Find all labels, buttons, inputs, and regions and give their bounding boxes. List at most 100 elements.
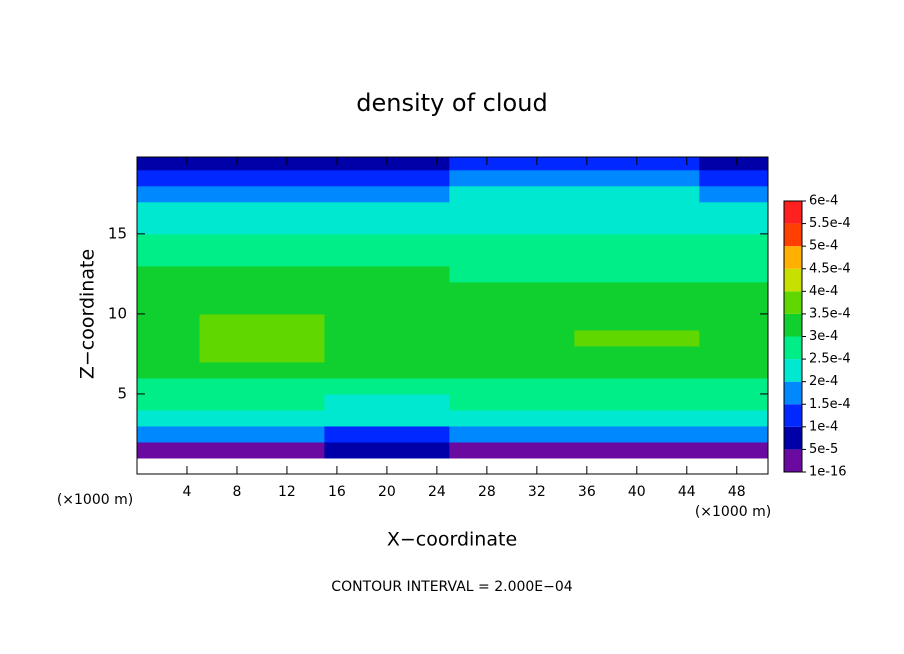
contour-cell bbox=[699, 157, 768, 171]
contour-cell bbox=[137, 313, 200, 331]
contour-cell bbox=[324, 457, 450, 474]
contour-cell bbox=[199, 201, 325, 219]
contour-cell bbox=[699, 409, 768, 427]
contour-cell bbox=[199, 441, 325, 459]
contour-cell bbox=[324, 377, 450, 395]
y-tick-label: 5 bbox=[117, 384, 127, 402]
contour-cell bbox=[699, 201, 768, 219]
contour-cell bbox=[324, 265, 450, 283]
x-tick-label: 16 bbox=[328, 484, 346, 500]
contour-cell bbox=[137, 345, 200, 363]
colorbar-label: 3.5e-4 bbox=[809, 306, 851, 321]
contour-cell bbox=[699, 265, 768, 283]
contour-cell bbox=[137, 441, 200, 459]
x-tick-label: 24 bbox=[428, 484, 446, 500]
contour-cell bbox=[574, 233, 700, 251]
contour-cell bbox=[137, 409, 200, 427]
contour-cell bbox=[574, 393, 700, 411]
contour-cell bbox=[449, 157, 575, 171]
colorbar-band bbox=[784, 246, 802, 269]
colorbar-band bbox=[784, 313, 802, 337]
colorbar-label: 2.5e-4 bbox=[809, 352, 851, 367]
y-tick-label: 10 bbox=[108, 304, 127, 322]
contour-cell bbox=[199, 393, 325, 411]
contour-cell bbox=[324, 249, 450, 267]
colorbar-band bbox=[784, 404, 802, 427]
contour-cell bbox=[699, 361, 768, 379]
contour-cell bbox=[324, 329, 450, 347]
contour-cell bbox=[574, 265, 700, 283]
contour-cell bbox=[449, 201, 575, 219]
contour-cell bbox=[574, 409, 700, 427]
contour-cell bbox=[574, 217, 700, 235]
contour-cell bbox=[137, 265, 200, 283]
contour-cell bbox=[137, 169, 200, 187]
contour-cell bbox=[324, 169, 450, 187]
contour-cell bbox=[137, 297, 200, 315]
contour-cell bbox=[137, 233, 200, 251]
contour-cell bbox=[137, 249, 200, 267]
contour-cell bbox=[449, 457, 575, 474]
contour-cell bbox=[449, 185, 575, 203]
contour-cell bbox=[449, 393, 575, 411]
contour-cell bbox=[199, 185, 325, 203]
contour-cell bbox=[699, 377, 768, 395]
contour-cell bbox=[324, 297, 450, 315]
contour-cell bbox=[699, 313, 768, 331]
x-tick-label: 4 bbox=[183, 484, 192, 500]
contour-cell bbox=[699, 425, 768, 443]
contour-cell bbox=[137, 281, 200, 299]
contour-cell bbox=[199, 265, 325, 283]
colorbar-label: 4.5e-4 bbox=[809, 261, 851, 276]
contour-cell bbox=[137, 393, 200, 411]
contour-cell bbox=[449, 425, 575, 443]
contour-cell bbox=[574, 169, 700, 187]
colorbar-band bbox=[784, 291, 802, 314]
contour-cell bbox=[324, 425, 450, 443]
contour-cell bbox=[574, 377, 700, 395]
contour-cell bbox=[449, 297, 575, 315]
contour-cell bbox=[199, 361, 325, 379]
contour-cell bbox=[199, 217, 325, 235]
contour-cell bbox=[199, 409, 325, 427]
contour-cell bbox=[449, 441, 575, 459]
contour-cell bbox=[137, 377, 200, 395]
contour-cell bbox=[324, 393, 450, 411]
contour-cell bbox=[137, 185, 200, 203]
contour-cell bbox=[199, 297, 325, 315]
contour-cell bbox=[449, 233, 575, 251]
contour-cell bbox=[137, 157, 200, 171]
colorbar-label: 5e-4 bbox=[809, 239, 838, 254]
colorbar-band bbox=[784, 359, 802, 382]
contour-cell bbox=[699, 457, 768, 474]
contour-cell bbox=[699, 345, 768, 363]
contour-cell bbox=[199, 313, 325, 331]
contour-cell bbox=[699, 393, 768, 411]
contour-field bbox=[137, 157, 768, 474]
contour-cell bbox=[449, 345, 575, 363]
chart-title: density of cloud bbox=[356, 89, 547, 117]
contour-cell bbox=[449, 249, 575, 267]
y-tick-label: 15 bbox=[108, 224, 127, 242]
contour-cell bbox=[574, 281, 700, 299]
contour-cell bbox=[199, 425, 325, 443]
colorbar-label: 1e-4 bbox=[809, 419, 838, 434]
contour-cell bbox=[199, 377, 325, 395]
contour-cell bbox=[699, 233, 768, 251]
contour-cell bbox=[324, 313, 450, 331]
colorbar-label: 5e-5 bbox=[809, 442, 838, 457]
contour-cell bbox=[199, 345, 325, 363]
x-tick-label: 40 bbox=[628, 484, 646, 500]
contour-cell bbox=[699, 329, 768, 347]
colorbar-label: 6e-4 bbox=[809, 194, 838, 209]
colorbar-label: 4e-4 bbox=[809, 284, 838, 299]
contour-cell bbox=[574, 249, 700, 267]
colorbar-label: 3e-4 bbox=[809, 329, 838, 344]
contour-cell bbox=[137, 425, 200, 443]
contour-cell bbox=[449, 361, 575, 379]
contour-cell bbox=[199, 329, 325, 347]
x-tick-label: 12 bbox=[278, 484, 296, 500]
contour-cell bbox=[449, 265, 575, 283]
contour-cell bbox=[449, 313, 575, 331]
